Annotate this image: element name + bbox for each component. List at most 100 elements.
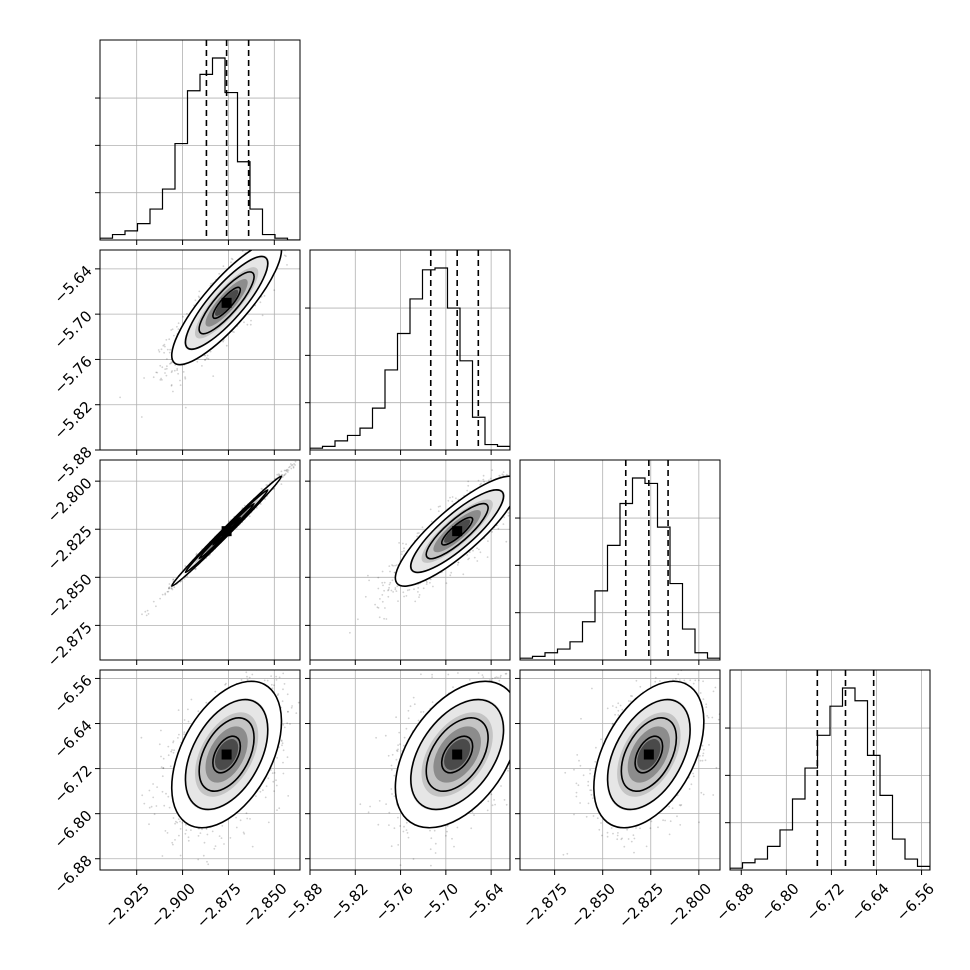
scatter-point	[283, 469, 286, 472]
scatter-point	[160, 377, 163, 380]
scatter-point	[172, 741, 175, 744]
scatter-point	[457, 561, 460, 564]
scatter-point	[383, 617, 385, 620]
contour-line	[410, 489, 505, 574]
scatter-point	[162, 344, 165, 347]
scatter-point	[165, 367, 168, 370]
scatter-point	[280, 473, 283, 476]
scatter-point	[267, 247, 269, 249]
scatter-point	[164, 592, 167, 595]
scatter-point	[177, 709, 180, 711]
panel-0-0	[95, 39, 301, 245]
scatter-point	[163, 804, 166, 807]
scatter-point	[179, 384, 182, 386]
scatter-point	[381, 594, 384, 596]
scatter-point	[204, 359, 206, 361]
scatter-point	[498, 474, 501, 477]
scatter-point	[144, 610, 147, 613]
scatter-point	[167, 590, 170, 593]
scatter-point	[140, 416, 143, 418]
density-peak	[221, 297, 232, 308]
scatter-point	[273, 289, 276, 291]
scatter-point	[170, 361, 173, 364]
scatter-point	[183, 578, 186, 580]
scatter-point	[289, 245, 291, 247]
scatter-point	[394, 564, 396, 567]
scatter-point	[173, 749, 176, 752]
scatter-point	[514, 491, 516, 493]
scatter-point	[212, 375, 215, 377]
scatter-point	[486, 556, 489, 558]
scatter-point	[292, 465, 295, 468]
scatter-point	[248, 245, 250, 247]
scatter-point	[449, 574, 452, 577]
scatter-point	[276, 473, 279, 476]
scatter-point	[164, 830, 167, 832]
scatter-point	[119, 396, 121, 399]
scatter-point	[515, 477, 517, 479]
scatter-point	[246, 661, 248, 663]
scatter-point	[378, 616, 381, 619]
scatter-point	[281, 744, 283, 747]
scatter-point	[233, 331, 235, 333]
scatter-point	[277, 223, 279, 225]
scatter-point	[429, 508, 432, 511]
scatter-point	[249, 818, 251, 820]
scatter-point	[186, 312, 188, 315]
scatter-point	[527, 474, 529, 476]
scatter-point	[170, 362, 173, 365]
scatter-point	[169, 362, 171, 365]
scatter-point	[502, 474, 505, 477]
scatter-point	[277, 242, 279, 244]
density-peak	[221, 526, 232, 537]
scatter-layer	[349, 469, 529, 634]
scatter-point	[525, 483, 527, 485]
scatter-point	[497, 527, 500, 530]
panel-3-0	[95, 638, 301, 875]
scatter-point	[479, 551, 482, 554]
scatter-point	[505, 540, 508, 543]
scatter-point	[173, 586, 176, 589]
scatter-point	[241, 250, 244, 252]
scatter-point	[391, 564, 393, 566]
contour-line	[170, 250, 283, 366]
scatter-point	[222, 340, 225, 343]
scatter-point	[282, 476, 284, 478]
scatter-point	[184, 376, 187, 378]
scatter-point	[141, 613, 143, 616]
scatter-point	[280, 470, 283, 473]
scatter-point	[261, 245, 263, 247]
scatter-point	[395, 564, 398, 566]
scatter-point	[157, 349, 160, 351]
scatter-point	[210, 282, 213, 285]
scatter-point	[290, 706, 293, 709]
scatter-point	[158, 743, 161, 746]
scatter-point	[488, 479, 490, 482]
scatter-point	[220, 837, 223, 839]
scatter-point	[388, 583, 391, 586]
scatter-point	[403, 547, 405, 550]
scatter-point	[243, 321, 245, 324]
scatter-point	[506, 473, 508, 476]
scatter-point	[172, 579, 175, 581]
scatter-point	[243, 504, 246, 507]
scatter-point	[381, 581, 384, 584]
scatter-point	[270, 646, 272, 648]
scatter-point	[367, 574, 369, 577]
scatter-point	[513, 484, 515, 486]
scatter-point	[261, 243, 263, 245]
scatter-point	[269, 242, 271, 244]
scatter-point	[160, 729, 162, 732]
scatter-point	[381, 600, 384, 603]
scatter-point	[292, 466, 295, 469]
scatter-point	[285, 469, 288, 472]
scatter-point	[503, 516, 506, 519]
scatter-point	[259, 503, 262, 505]
scatter-point	[517, 488, 519, 490]
scatter-point	[277, 232, 279, 234]
scatter-point	[156, 371, 159, 374]
scatter-point	[170, 384, 173, 386]
scatter-point	[245, 638, 247, 640]
scatter-point	[204, 358, 207, 361]
scatter-point	[278, 676, 281, 679]
